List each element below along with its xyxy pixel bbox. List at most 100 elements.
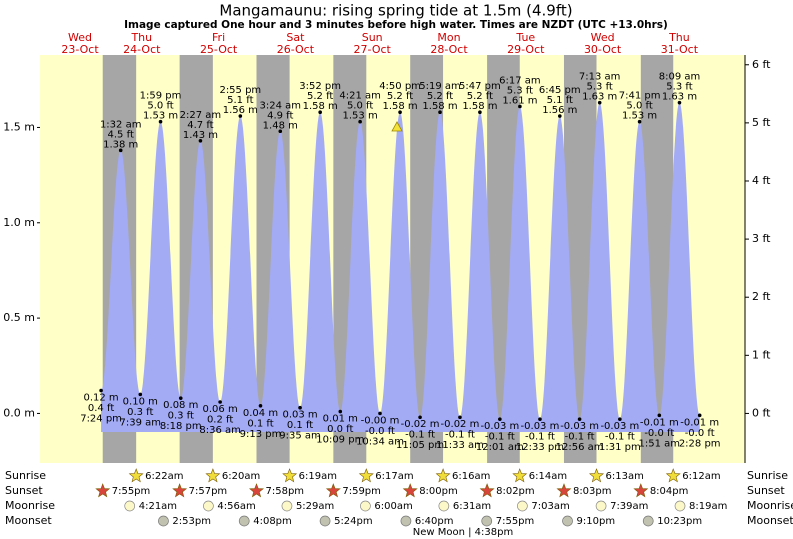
weekday-label: Thu: [668, 31, 690, 44]
extreme-height: 0.06 m: [203, 404, 238, 415]
moonrise-time: 5:29am: [296, 501, 334, 512]
extreme-time: 10:34 am: [356, 436, 404, 447]
extreme-time: 6:17 am: [499, 75, 541, 86]
y-tick-label: 0.5 m: [3, 311, 35, 324]
extreme-ft: 5.1 ft: [227, 95, 253, 106]
extreme-point: [218, 400, 222, 404]
sunrise-time: 6:19am: [299, 471, 337, 482]
chart-title: Mangamaunu: rising spring tide at 1.5m (…: [219, 2, 572, 20]
extreme-point: [538, 417, 542, 421]
extreme-point: [637, 119, 642, 124]
extreme-height: 1.38 m: [103, 139, 138, 150]
extreme-height: 0.12 m: [83, 393, 118, 404]
extreme-height: -0.01 m: [680, 417, 719, 428]
y2-tick-label: 2 ft: [752, 290, 771, 303]
extreme-ft: 5.1 ft: [547, 95, 573, 106]
sunrise-time: 6:12am: [682, 471, 720, 482]
sunset-icon: [248, 483, 265, 498]
moonset-time: 6:40pm: [415, 516, 454, 527]
extreme-time: 3:52 pm: [299, 81, 341, 92]
date-label: 27-Oct: [354, 43, 392, 56]
extreme-height: 1.56 m: [223, 105, 258, 116]
date-label: 28-Oct: [430, 43, 468, 56]
extreme-height: -0.03 m: [521, 421, 560, 432]
extreme-height: 1.63 m: [582, 92, 617, 103]
extreme-time: 1:32 am: [100, 119, 142, 130]
weekday-label: Mon: [437, 31, 460, 44]
extreme-height: 1.58 m: [462, 101, 497, 112]
row-label: Moonset: [747, 514, 793, 527]
extreme-point: [458, 415, 462, 420]
extreme-ft: 0.3 ft: [168, 411, 194, 422]
extreme-height: 1.53 m: [622, 111, 657, 122]
extreme-ft: -0.1 ft: [565, 432, 595, 443]
extreme-ft: 0.0 ft: [327, 424, 353, 435]
extreme-ft: 5.3 ft: [587, 82, 613, 93]
extreme-ft: 5.0 ft: [626, 101, 652, 112]
moonrise-icon: [517, 500, 528, 512]
extreme-point: [138, 392, 143, 397]
extreme-ft: 0.1 ft: [247, 418, 273, 429]
row-label: Sunrise: [747, 469, 788, 482]
extreme-point: [118, 148, 123, 153]
extreme-height: 0.01 m: [323, 414, 358, 425]
extreme-point: [378, 411, 382, 416]
sunset-icon: [479, 483, 495, 498]
extreme-time: 1:31 pm: [599, 442, 641, 453]
moonset-time: 10:23pm: [657, 516, 702, 527]
moonrise-icon: [595, 500, 607, 512]
extreme-ft: 4.9 ft: [267, 110, 293, 121]
extreme-time: 11:33 am: [436, 440, 484, 451]
extreme-point: [158, 119, 163, 124]
extreme-height: 1.58 m: [382, 101, 417, 112]
extreme-time: 2:28 pm: [679, 438, 721, 449]
weekday-label: Wed: [68, 31, 92, 44]
y2-tick-label: 6 ft: [752, 58, 771, 71]
moonrise-icon: [360, 500, 371, 512]
row-label: Moonrise: [747, 499, 793, 512]
extreme-point: [178, 396, 183, 400]
extreme-point: [258, 404, 263, 408]
extreme-point: [198, 138, 203, 143]
sunrise-icon: [358, 468, 374, 483]
extreme-time: 1:59 pm: [140, 91, 182, 102]
sunrise-icon: [128, 468, 144, 483]
sunset-time: 8:04pm: [650, 486, 689, 497]
current-marker: [391, 121, 403, 132]
extreme-point: [677, 100, 682, 105]
moonset-icon: [562, 515, 573, 527]
extreme-ft: 5.2 ft: [307, 91, 333, 102]
extreme-time: 8:09 am: [659, 72, 701, 83]
extreme-point: [498, 417, 502, 421]
extreme-time: 12:01 am: [476, 442, 524, 453]
sunrise-icon: [282, 468, 298, 483]
extreme-time: 9:13 pm: [240, 429, 282, 440]
extreme-height: 0.08 m: [163, 400, 198, 411]
moonset-time: 4:08pm: [253, 516, 292, 527]
sunrise-time: 6:13am: [605, 471, 643, 482]
moon-phase: New Moon | 4:38pm: [413, 527, 513, 538]
extreme-point: [558, 114, 562, 118]
sunset-icon: [95, 483, 111, 498]
moonrise-time: 7:39am: [610, 501, 648, 512]
moonrise-icon: [674, 500, 686, 512]
extreme-time: 8:36 am: [199, 425, 241, 436]
moonset-icon: [642, 515, 654, 527]
sunset-time: 8:03pm: [573, 486, 612, 497]
extreme-ft: 5.2 ft: [467, 91, 493, 102]
extreme-time: 7:24 pm: [80, 414, 122, 425]
moonset-time: 9:10pm: [577, 516, 616, 527]
extreme-time: 3:24 am: [260, 100, 302, 111]
extreme-point: [618, 417, 622, 421]
extreme-ft: -0.0 ft: [644, 428, 674, 439]
weekday-label: Wed: [591, 31, 615, 44]
extreme-time: 1:51 am: [639, 438, 681, 449]
extreme-height: 0.10 m: [123, 396, 158, 407]
tide-curve: [101, 102, 700, 433]
sunset-time: 8:02pm: [496, 486, 535, 497]
sunrise-icon: [588, 468, 605, 483]
sunset-icon: [325, 483, 341, 498]
extreme-height: 1.63 m: [662, 92, 697, 103]
extreme-time: 4:50 pm: [379, 81, 421, 92]
sunrise-time: 6:17am: [375, 471, 413, 482]
